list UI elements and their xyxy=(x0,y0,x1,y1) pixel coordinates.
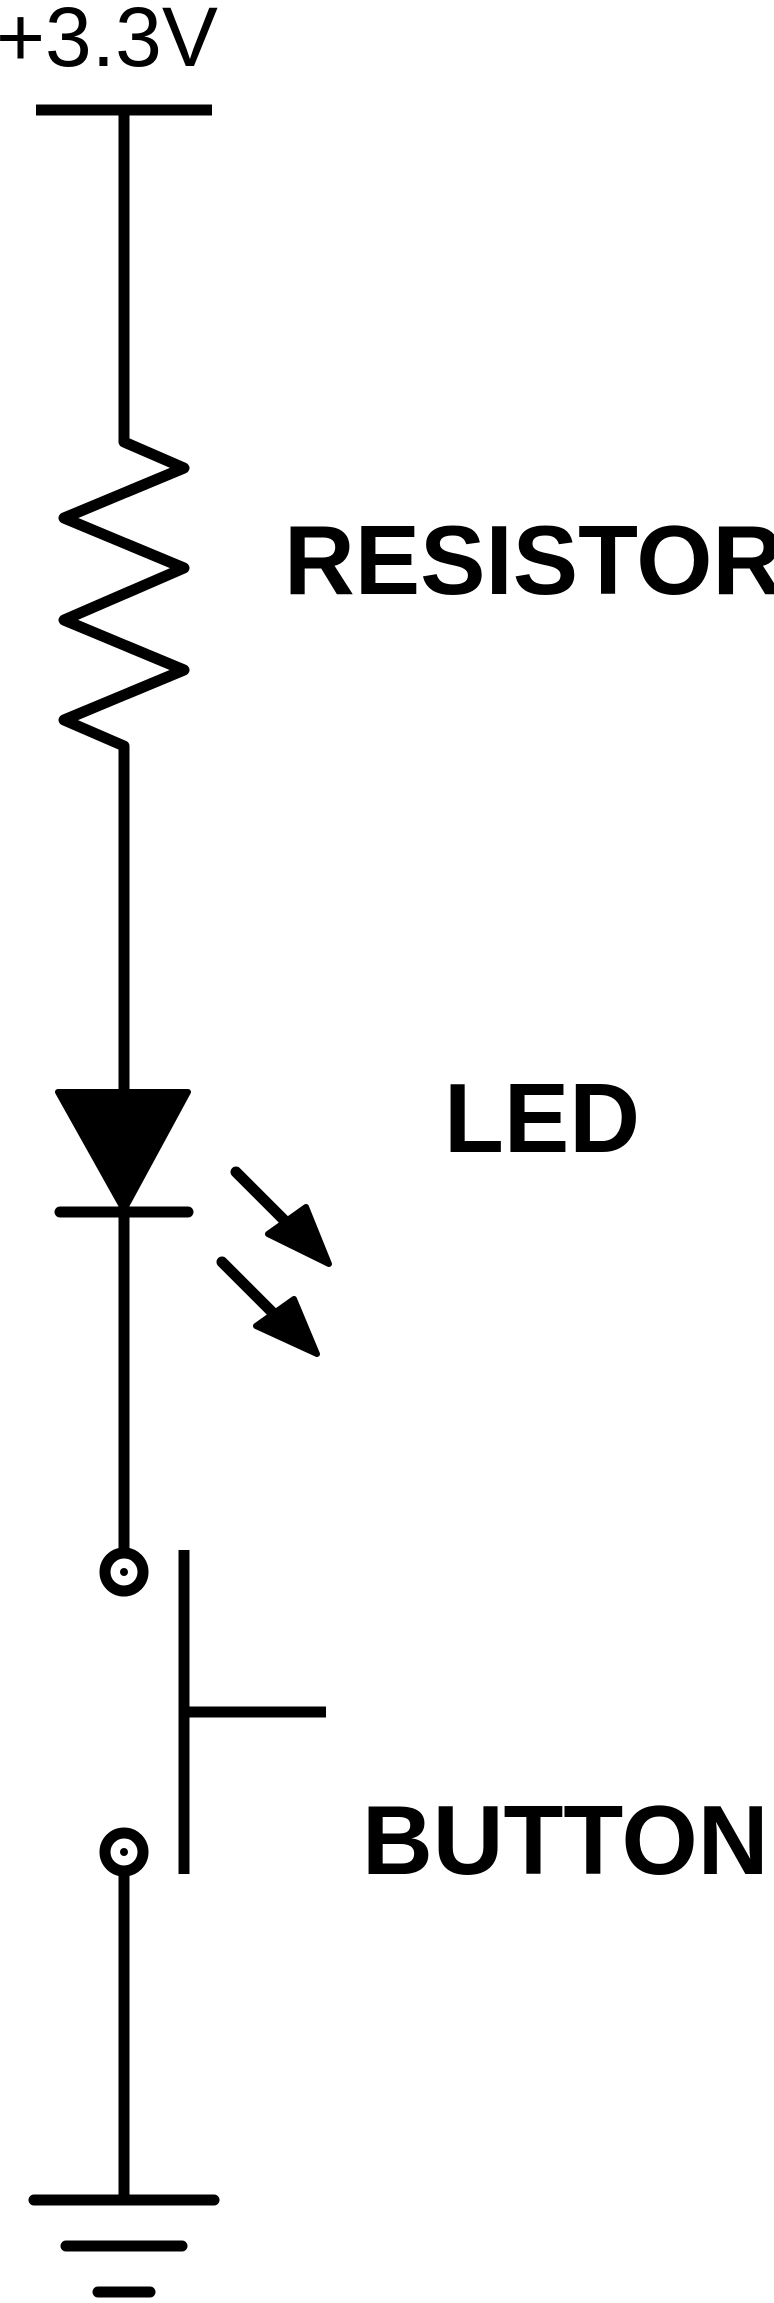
push-button-symbol xyxy=(99,1547,326,1877)
supply-voltage-label: +3.3V xyxy=(0,0,218,84)
ground-symbol xyxy=(28,2194,220,2298)
led-symbol xyxy=(54,1089,194,1218)
led-label: LED xyxy=(444,1063,640,1173)
led-emission-arrows xyxy=(216,1166,332,1357)
button-label: BUTTON xyxy=(362,1785,769,1895)
resistor-symbol xyxy=(58,436,190,752)
resistor-label: RESISTOR xyxy=(284,505,774,615)
